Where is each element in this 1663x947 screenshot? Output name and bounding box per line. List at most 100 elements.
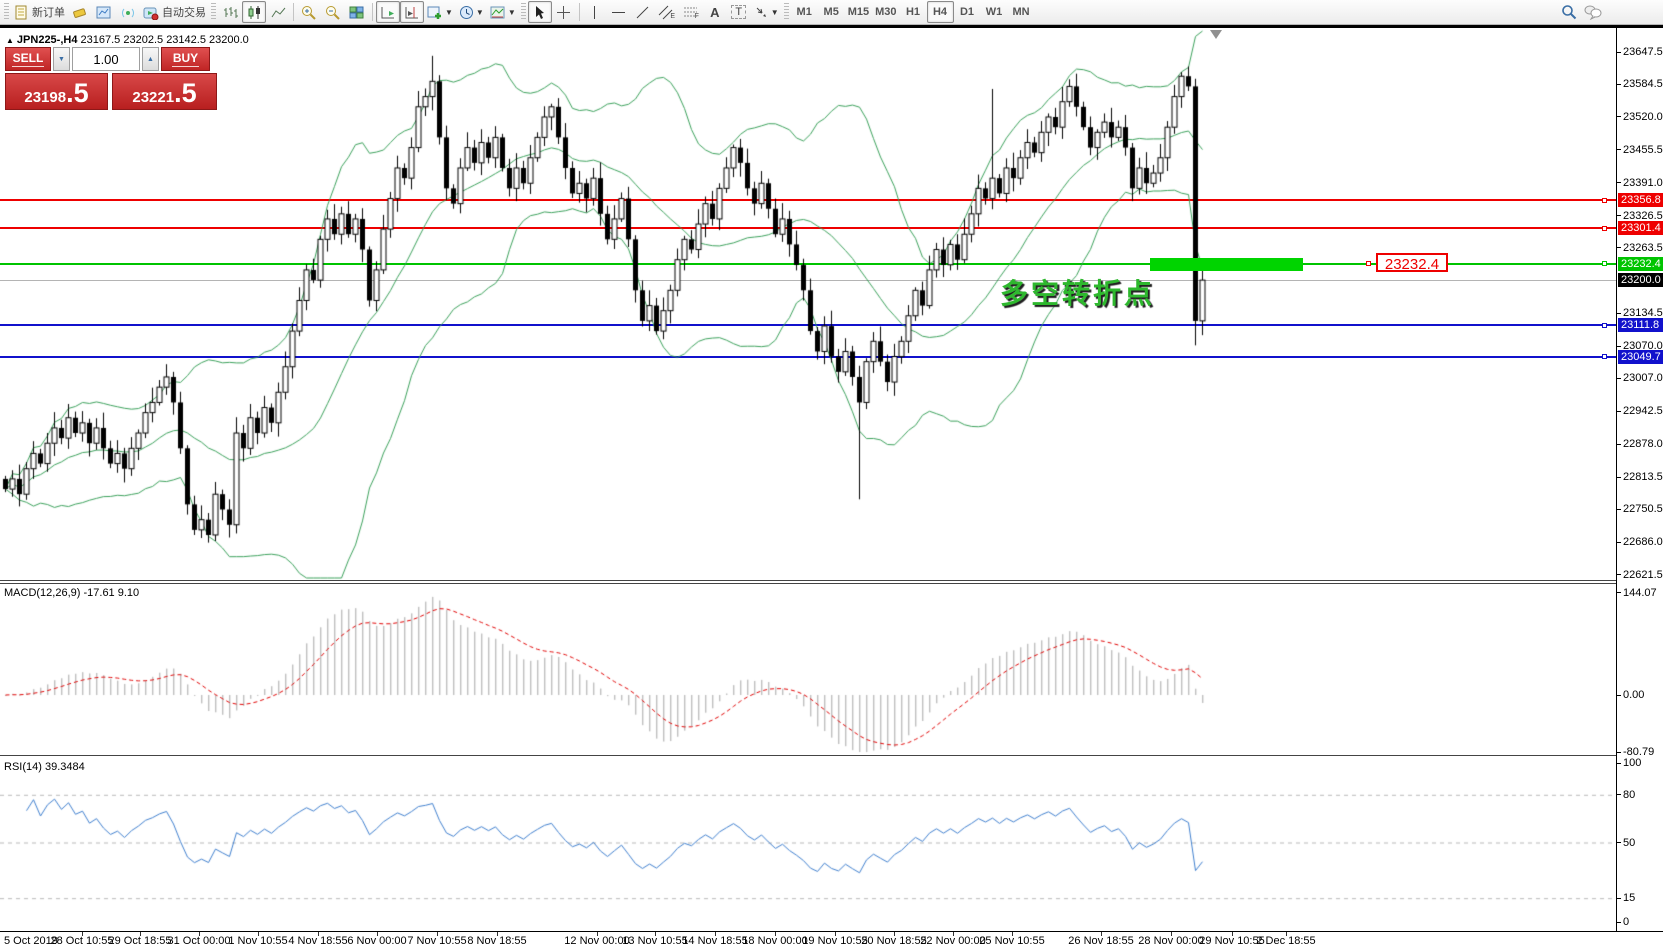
chart-window-button[interactable] bbox=[92, 1, 116, 23]
price-tick-mark bbox=[1617, 345, 1621, 347]
volume-input[interactable] bbox=[72, 47, 140, 71]
trendline-button[interactable] bbox=[631, 1, 655, 23]
line-chart-button[interactable] bbox=[266, 1, 290, 23]
price-tag[interactable]: 23232.4 bbox=[1618, 256, 1663, 271]
timeframe-m1-button[interactable]: M1 bbox=[796, 6, 812, 18]
price-tick-label: 23391.0 bbox=[1623, 176, 1663, 189]
new-order-button[interactable]: 新订单 bbox=[11, 1, 68, 23]
buy-button[interactable]: BUY bbox=[161, 47, 210, 71]
price-level-label[interactable]: 23232.4 bbox=[1376, 253, 1448, 273]
price-tag[interactable]: 23111.8 bbox=[1618, 318, 1663, 333]
volume-decrease-button[interactable]: ▼ bbox=[53, 47, 70, 71]
macd-canvas[interactable] bbox=[0, 584, 1616, 755]
price-tag[interactable]: 23049.7 bbox=[1618, 349, 1663, 364]
auto-trading-label: 自动交易 bbox=[162, 7, 206, 19]
price-tick-mark bbox=[1617, 83, 1621, 85]
vertical-line-button[interactable] bbox=[583, 1, 607, 23]
search-button[interactable] bbox=[1557, 1, 1581, 23]
highlight-rectangle[interactable] bbox=[1150, 257, 1303, 271]
price-tag[interactable]: 23356.8 bbox=[1618, 193, 1663, 208]
timeframe-m15-button[interactable]: M15 bbox=[847, 6, 870, 18]
time-axis-label: 4 Nov 18:55 bbox=[288, 935, 348, 947]
chart-shift-button[interactable] bbox=[400, 1, 424, 23]
time-tick-mark bbox=[258, 932, 259, 936]
collapse-triangle-icon[interactable]: ▲ bbox=[6, 36, 14, 45]
time-tick-mark bbox=[497, 932, 498, 936]
time-axis-label: 29 Nov 10:55 bbox=[1199, 935, 1265, 947]
horizontal-line-button[interactable] bbox=[607, 1, 631, 23]
chevron-down-icon: ▼ bbox=[475, 7, 484, 17]
price-tick-mark bbox=[1617, 377, 1621, 379]
rsi-tick-mark bbox=[1617, 842, 1621, 843]
sell-button[interactable]: SELL bbox=[5, 47, 51, 71]
candlestick-chart-button[interactable] bbox=[242, 1, 266, 23]
new-chart-button[interactable]: ▼ bbox=[424, 1, 456, 23]
cursor-button[interactable] bbox=[527, 1, 552, 23]
arrows-button[interactable]: ▼ bbox=[751, 1, 782, 23]
pane-splitter[interactable] bbox=[0, 580, 1663, 584]
channel-icon bbox=[659, 5, 673, 19]
template-button[interactable]: ▼ bbox=[487, 1, 519, 23]
price-axis[interactable]: 23647.5 23584.5 23520.0 23455.5 23391.0 23326… bbox=[1616, 28, 1663, 931]
timeframe-m5-button[interactable]: M5 bbox=[823, 6, 839, 18]
fibonacci-icon bbox=[683, 7, 697, 16]
timeframe-h4-button[interactable]: H4 bbox=[926, 1, 954, 23]
price-tick-mark bbox=[1617, 541, 1621, 543]
candlestick-chart-canvas[interactable] bbox=[0, 29, 1616, 580]
time-tick-mark bbox=[953, 932, 954, 936]
crosshair-button[interactable] bbox=[552, 1, 576, 23]
timeframe-h1-button[interactable]: H1 bbox=[905, 6, 921, 18]
time-axis-label: 14 Nov 18:55 bbox=[682, 935, 748, 947]
time-axis[interactable]: 5 Oct 2019 28 Oct 10:55 29 Oct 18:55 31 Oct… bbox=[0, 931, 1663, 947]
rsi-tick-label: 15 bbox=[1623, 892, 1636, 905]
timeframe-m30-button[interactable]: M30 bbox=[875, 6, 897, 18]
price-tag[interactable]: 23200.0 bbox=[1618, 273, 1663, 288]
price-tick-label: 23134.5 bbox=[1623, 307, 1663, 320]
time-axis-label: 26 Nov 18:55 bbox=[1068, 935, 1134, 947]
chart-annotation-text[interactable]: 多空转折点 bbox=[1000, 278, 1156, 309]
tile-windows-button[interactable] bbox=[345, 1, 369, 23]
bar-chart-button[interactable] bbox=[218, 1, 242, 23]
time-axis-label: 2 Dec 18:55 bbox=[1256, 935, 1316, 947]
eraser-button[interactable] bbox=[68, 1, 92, 23]
time-tick-mark bbox=[1286, 932, 1287, 936]
price-tick-label: 23326.5 bbox=[1623, 209, 1663, 222]
price-label-anchor[interactable] bbox=[1366, 261, 1371, 266]
price-tick-mark bbox=[1617, 247, 1621, 249]
chat-button[interactable] bbox=[1581, 1, 1605, 23]
macd-tick-mark bbox=[1617, 592, 1621, 594]
zoom-out-icon bbox=[326, 5, 340, 20]
price-tick-mark bbox=[1617, 116, 1621, 118]
equidistant-channel-button[interactable]: E bbox=[655, 1, 679, 23]
timeframe-d1-button[interactable]: D1 bbox=[959, 6, 975, 18]
toolbar-grip bbox=[211, 3, 216, 21]
text-button[interactable]: A bbox=[703, 1, 727, 23]
timeframe-w1-button[interactable]: W1 bbox=[985, 6, 1003, 18]
timeframe-mn-button[interactable]: MN bbox=[1012, 6, 1030, 18]
rsi-canvas[interactable] bbox=[0, 758, 1616, 930]
rsi-tick-mark bbox=[1617, 762, 1621, 764]
signals-button[interactable] bbox=[116, 1, 140, 23]
arrows-icon bbox=[756, 7, 766, 17]
macd-tick-label: 0.00 bbox=[1623, 689, 1645, 701]
volume-increase-button[interactable]: ▲ bbox=[142, 47, 159, 71]
auto-scroll-button[interactable] bbox=[376, 1, 400, 23]
auto-trading-button[interactable]: 自动交易 bbox=[140, 1, 209, 23]
eraser-icon bbox=[73, 7, 86, 18]
zoom-out-button[interactable] bbox=[321, 1, 345, 23]
rsi-tick-label: 80 bbox=[1623, 788, 1636, 801]
buy-price[interactable]: 23221.5 bbox=[112, 73, 217, 110]
chart-shift-marker-icon[interactable] bbox=[1210, 30, 1222, 39]
toolbar-separator bbox=[293, 3, 294, 21]
time-axis-label: 20 Nov 18:55 bbox=[861, 935, 927, 947]
price-tag[interactable]: 23301.4 bbox=[1618, 221, 1663, 236]
time-axis-label: 12 Nov 00:00 bbox=[564, 935, 630, 947]
sell-price[interactable]: 23198.5 bbox=[5, 73, 108, 110]
profiles-button[interactable]: ▼ bbox=[456, 1, 487, 23]
time-tick-mark bbox=[597, 932, 598, 936]
fibonacci-button[interactable]: F bbox=[679, 1, 703, 23]
zoom-in-button[interactable] bbox=[297, 1, 321, 23]
text-label-button[interactable]: T bbox=[727, 1, 751, 23]
price-tick-label: 23070.0 bbox=[1623, 340, 1663, 353]
price-tick-label: 22750.5 bbox=[1623, 503, 1663, 516]
